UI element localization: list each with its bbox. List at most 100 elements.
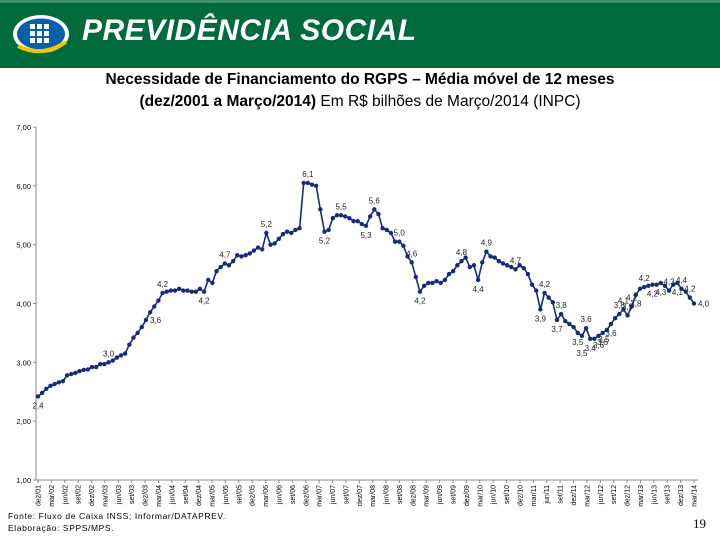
x-tick-label: mar/09 [424, 485, 431, 507]
data-point [675, 280, 680, 286]
data-point [600, 330, 605, 336]
data-label: 5,6 [369, 196, 381, 205]
data-point [550, 300, 556, 305]
data-label: 4,6 [406, 249, 418, 258]
data-point [89, 364, 95, 370]
data-label: 4,4 [473, 285, 485, 294]
data-label: 5,5 [336, 202, 348, 211]
data-point [77, 368, 82, 374]
x-tick-label: set/09 [451, 485, 458, 504]
data-point [330, 215, 335, 221]
data-point [517, 263, 522, 268]
data-point [475, 277, 481, 283]
data-point [409, 260, 414, 265]
data-label: 3,6 [605, 329, 617, 338]
data-point [691, 301, 697, 306]
x-tick-label: mar/11 [531, 485, 538, 506]
x-tick-label: set/02 [76, 485, 83, 504]
data-point [434, 278, 439, 284]
data-point [683, 289, 688, 294]
y-tick-label: 7,00 [16, 123, 31, 132]
data-point [222, 261, 228, 266]
data-point [127, 342, 132, 347]
data-point [596, 333, 601, 339]
data-point [318, 207, 323, 212]
x-tick-label: dez/11 [571, 485, 578, 506]
data-point [654, 282, 659, 287]
data-label: 4,2 [639, 274, 651, 283]
data-point [438, 280, 443, 286]
data-point [446, 271, 452, 277]
y-tick-label: 3,00 [16, 358, 31, 367]
data-label: 3,6 [593, 341, 605, 350]
x-tick-label: mar/02 [49, 485, 56, 507]
data-label: 3,8 [556, 301, 568, 310]
data-point [604, 327, 610, 333]
x-tick-label: dez/12 [625, 485, 632, 506]
data-point [359, 221, 365, 227]
data-point [293, 227, 298, 233]
source-line: Fonte: Fluxo de Caixa INSS; Informar/DAT… [8, 511, 226, 521]
data-point [334, 213, 340, 218]
data-point [521, 266, 526, 271]
data-point [176, 286, 182, 291]
x-tick-label: mar/10 [477, 485, 484, 507]
y-tick-label: 4,00 [16, 300, 31, 309]
data-point [463, 255, 468, 260]
x-tick-label: set/04 [183, 485, 190, 504]
x-tick-label: dez/06 [303, 485, 310, 506]
data-point [608, 321, 614, 327]
data-point [139, 324, 144, 330]
data-point [289, 230, 294, 236]
data-point [56, 380, 61, 385]
data-point [69, 371, 74, 377]
data-point [513, 267, 518, 272]
x-tick-label: mar/14 [692, 485, 699, 507]
data-label: 4,7 [219, 250, 231, 259]
data-label: 4,3 [664, 278, 676, 287]
data-point [504, 263, 510, 268]
data-label: 3,6 [150, 316, 162, 325]
data-point [641, 284, 647, 290]
data-point [392, 239, 398, 244]
data-point [264, 230, 269, 236]
data-point [554, 317, 560, 323]
x-tick-label: dez/13 [678, 485, 685, 506]
data-point [575, 330, 580, 336]
data-point [471, 263, 477, 268]
x-tick-label: dez/10 [517, 485, 524, 506]
data-point [181, 288, 186, 293]
data-point [201, 289, 207, 294]
data-label: 5,2 [261, 220, 273, 229]
x-tick-label: jun/12 [598, 485, 605, 505]
data-point [372, 207, 377, 212]
data-point [592, 336, 597, 341]
data-point [48, 383, 53, 389]
data-point [637, 286, 643, 291]
x-tick-label: set/11 [558, 485, 565, 504]
x-tick-label: set/05 [236, 485, 243, 504]
data-point [106, 360, 111, 365]
data-label: 3,9 [535, 314, 547, 323]
x-tick-label: dez/03 [143, 485, 150, 506]
x-tick-label: dez/05 [250, 485, 257, 506]
data-label: 4,4 [676, 276, 688, 285]
data-point [122, 351, 128, 356]
data-point [588, 336, 593, 341]
data-point [284, 229, 290, 234]
x-tick-label: dez/09 [464, 485, 471, 506]
data-point [98, 361, 103, 367]
data-point [671, 282, 676, 287]
data-point [558, 311, 564, 317]
data-point [60, 378, 66, 384]
data-point [152, 304, 157, 309]
data-point [450, 268, 456, 274]
x-tick-label: dez/08 [410, 485, 417, 506]
data-point [143, 317, 149, 323]
data-label: 3,4 [585, 344, 597, 353]
x-tick-label: mar/03 [102, 485, 109, 507]
data-label: 4,2 [626, 293, 638, 302]
data-point [546, 295, 551, 300]
data-point [193, 289, 198, 294]
data-point [376, 211, 381, 217]
